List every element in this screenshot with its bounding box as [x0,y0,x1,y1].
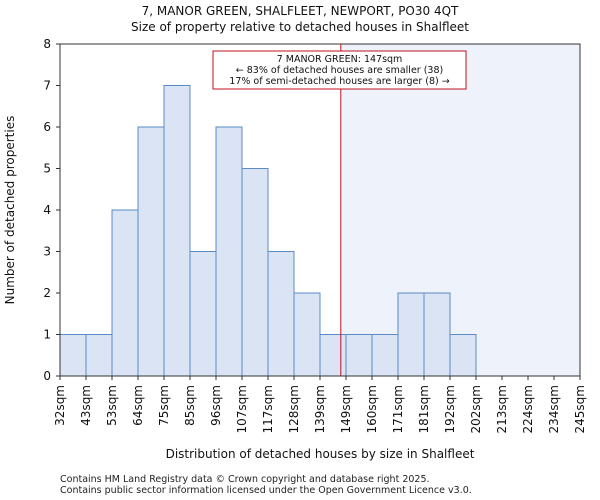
y-tick-label: 3 [43,245,51,259]
y-tick-label: 1 [43,328,51,342]
y-tick-label: 2 [43,286,51,300]
bar [293,292,321,377]
y-tick-label: 0 [43,369,51,383]
x-tick-label: 139sqm [313,385,327,433]
annotation-line-3: 17% of semi-detached houses are larger (… [229,76,449,87]
x-tick-label: 160sqm [365,385,379,433]
x-axis-label: Distribution of detached houses by size … [166,447,475,461]
footer-line-1: Contains HM Land Registry data © Crown c… [60,474,430,485]
bar [137,126,165,377]
x-tick-label: 107sqm [235,385,249,433]
x-tick-label: 224sqm [521,385,535,433]
bar [59,334,87,377]
annotation-line-2: ← 83% of detached houses are smaller (38… [236,65,443,76]
x-tick-label: 96sqm [209,385,223,426]
bar [85,334,113,377]
x-tick-label: 43sqm [79,385,93,426]
bar [163,85,191,377]
bar [215,126,243,377]
annotation-box [212,50,467,90]
bar [241,168,269,377]
x-tick-label: 192sqm [443,385,457,433]
x-tick-label: 245sqm [573,385,587,433]
x-tick-label: 202sqm [469,385,483,433]
chart-subtitle: Size of property relative to detached ho… [131,20,469,34]
x-tick-label: 64sqm [131,385,145,426]
bar [267,251,295,377]
bar [319,334,347,377]
y-tick-label: 7 [43,79,51,93]
x-tick-label: 32sqm [53,385,67,426]
bar [371,334,399,377]
x-tick-label: 53sqm [105,385,119,426]
highlight-region [340,44,580,376]
x-tick-label: 85sqm [183,385,197,426]
x-tick-label: 117sqm [261,385,275,433]
annotation-line-1: 7 MANOR GREEN: 147sqm [277,54,403,65]
bar [345,334,373,377]
x-tick-label: 128sqm [287,385,301,433]
y-tick-label: 6 [43,120,51,134]
x-tick-label: 171sqm [391,385,405,433]
y-axis-label: Number of detached properties [3,116,17,305]
x-tick-label: 75sqm [157,385,171,426]
bar [111,209,139,377]
x-tick-label: 149sqm [339,385,353,433]
bar [449,334,477,377]
y-tick-label: 4 [43,203,51,217]
y-tick-label: 8 [43,37,51,51]
bar [397,292,425,377]
bar [423,292,451,377]
chart-title: 7, MANOR GREEN, SHALFLEET, NEWPORT, PO30… [141,4,459,18]
x-tick-label: 181sqm [417,385,431,433]
y-tick-label: 5 [43,162,51,176]
footer-line-2: Contains public sector information licen… [60,485,472,496]
x-tick-label: 234sqm [547,385,561,433]
bar [189,251,217,377]
x-tick-label: 213sqm [495,385,509,433]
